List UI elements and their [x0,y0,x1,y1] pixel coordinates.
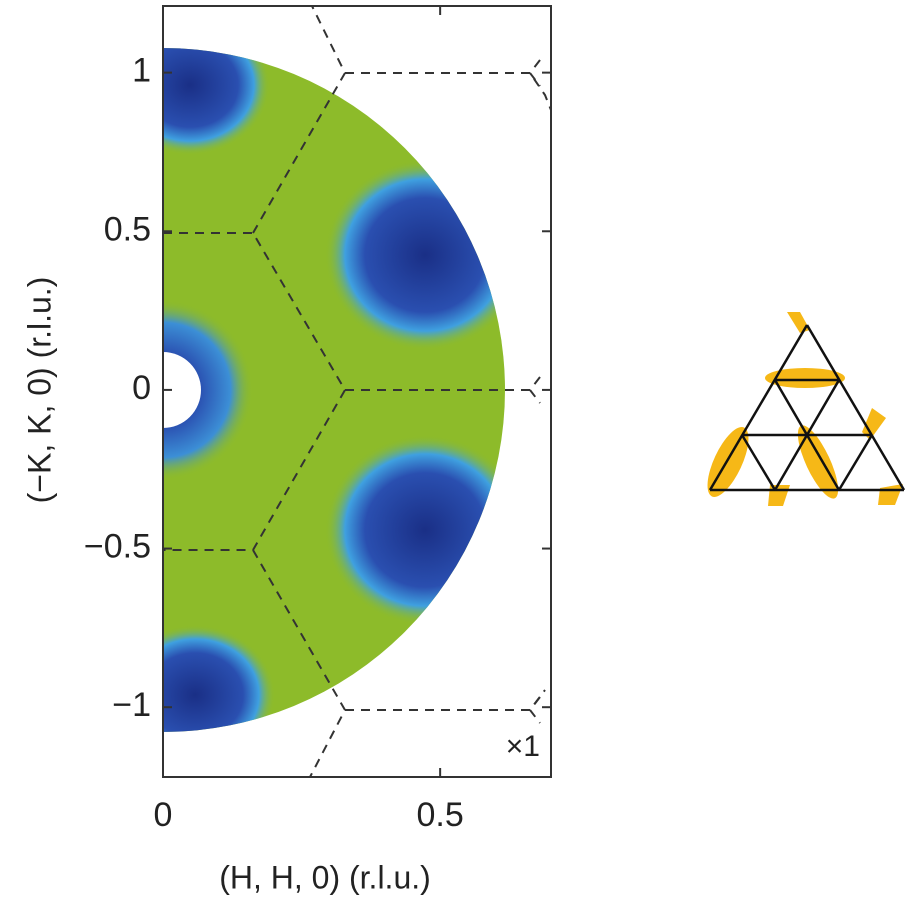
x-tick-label: 0 [154,796,173,834]
y-axis-label: (−K, K, 0) (r.l.u.) [21,277,57,504]
y-tick-label: 0.5 [104,210,151,248]
kagome-diagram [699,312,904,506]
y-tick-label: −0.5 [84,528,151,566]
y-tick-label: −1 [112,686,151,724]
x-tick-label: 0.5 [417,796,464,834]
figure: ×1 (H, H, 0) (r.l.u.) (−K, K, 0) (r.l.u.… [0,0,923,900]
y-tick-label: 0 [132,369,151,407]
annotation: ×1 [506,730,540,763]
x-axis-label: (H, H, 0) (r.l.u.) [219,859,431,895]
y-tick-label: 1 [132,52,151,90]
